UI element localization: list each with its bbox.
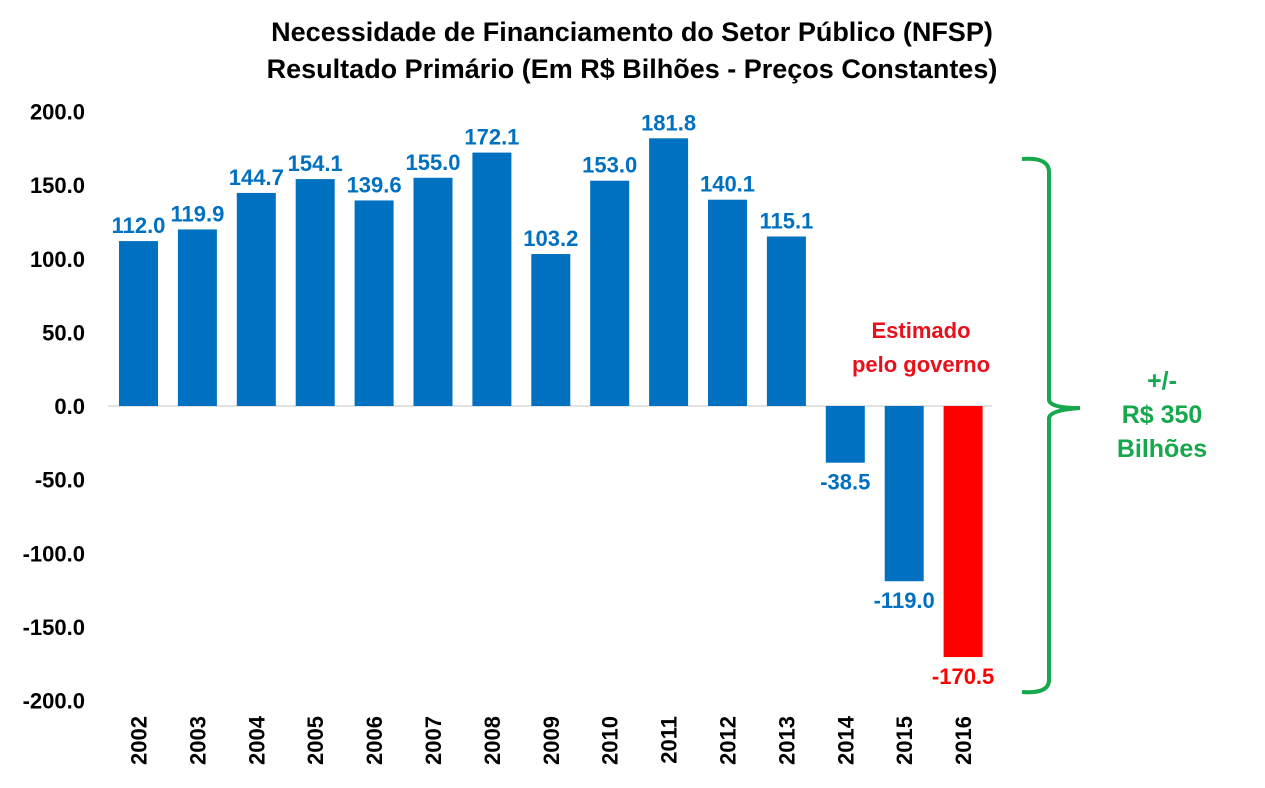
chart-title: Necessidade de Financiamento do Setor Pú… [271,17,993,47]
data-label-2007: 155.0 [405,150,460,175]
bar-2007 [413,177,453,406]
data-label-2006: 139.6 [347,172,402,197]
brace-note-line3: Bilhões [1117,435,1207,463]
x-tick-label: 2006 [362,716,387,765]
data-label-2016: -170.5 [932,664,994,689]
x-tick-label: 2014 [833,715,858,765]
x-tick-label: 2009 [539,716,564,765]
bar-2010 [590,180,630,406]
x-tick-label: 2013 [774,716,799,765]
data-label-2002: 112.0 [112,213,166,238]
y-tick-label: -100.0 [23,541,85,566]
y-tick-label: 150.0 [30,173,85,198]
bar-2006 [354,200,394,406]
data-label-2004: 144.7 [229,165,284,190]
data-label-2015: -119.0 [874,588,935,613]
bar-2002 [119,241,158,406]
bar-2009 [531,254,571,406]
x-tick-label: 2005 [303,716,328,765]
bar-2004 [236,192,276,406]
bar-2008 [472,152,512,406]
data-label-2011: 181.8 [641,110,696,135]
data-label-2003: 119.9 [170,201,224,226]
x-tick-label: 2004 [244,715,269,765]
bar-2005 [295,179,335,406]
y-tick-label: -50.0 [35,468,85,493]
brace-note-line2: R$ 350 [1122,401,1203,429]
y-tick-label: 100.0 [30,247,85,272]
data-label-2012: 140.1 [700,172,755,197]
x-tick-label: 2010 [598,716,623,765]
y-tick-label: -200.0 [23,689,85,714]
bar-2016 [943,406,983,658]
x-tick-label: 2002 [127,716,152,765]
data-label-2005: 154.1 [288,151,343,176]
x-tick-label: 2011 [657,716,682,764]
range-brace [1021,156,1081,695]
x-tick-label: 2003 [185,716,210,765]
estimate-note-line2: pelo governo [852,352,990,377]
chart-subtitle: Resultado Primário (Em R$ Bilhões - Preç… [267,54,998,84]
x-tick-label: 2016 [951,716,976,765]
x-tick-label: 2012 [716,716,741,765]
x-tick-label: 2007 [421,716,446,765]
data-label-2009: 103.2 [523,226,578,251]
y-tick-label: 200.0 [30,100,85,125]
y-tick-label: 50.0 [42,320,85,345]
data-label-2008: 172.1 [464,125,519,150]
data-label-2013: 115.1 [759,209,813,234]
bar-2013 [766,236,806,406]
bar-2014 [825,406,865,463]
y-tick-label: -150.0 [23,615,85,640]
x-tick-label: 2015 [892,716,917,765]
y-tick-label: 0.0 [54,394,85,419]
bar-2003 [177,229,217,406]
data-label-2014: -38.5 [820,470,870,495]
bar-2015 [884,406,924,582]
estimate-note-line1: Estimado [871,318,970,343]
brace-note-line1: +/- [1147,367,1177,395]
bar-2011 [649,138,689,406]
bar-2012 [708,199,747,406]
data-label-2010: 153.0 [582,153,637,178]
x-tick-label: 2008 [480,716,505,765]
